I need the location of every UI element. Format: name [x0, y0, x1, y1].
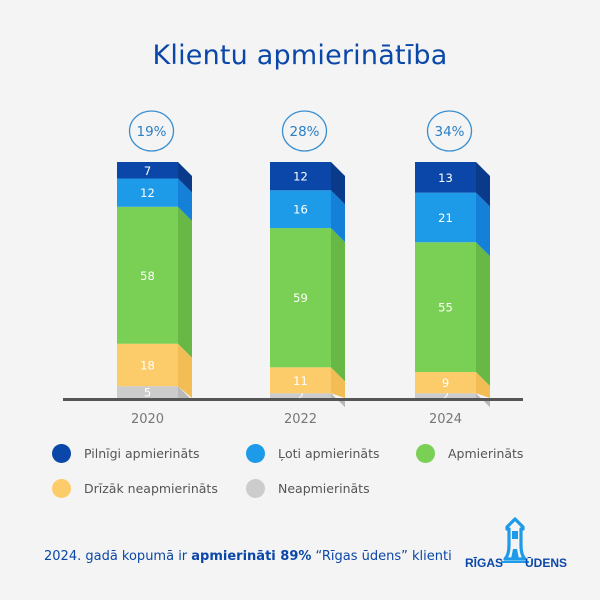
- x-tick-label-2020: 2020: [131, 412, 164, 427]
- bar-segment-pilnigi-2024: [415, 162, 476, 193]
- bar-label-neapmierinats-2024: 2: [442, 389, 449, 403]
- bar-label-neapmierinats-2020: 5: [144, 386, 151, 400]
- bar-segment-loti-2020: [117, 178, 178, 207]
- bar-segment-neapmierinats-2020: [117, 386, 178, 398]
- bar-side-apmierinats-2022: [331, 228, 345, 382]
- total-label-2022: 28%: [289, 124, 319, 140]
- bar-segment-drizak-2022: [270, 367, 331, 394]
- bar-segment-loti-2024: [415, 192, 476, 243]
- bar-label-neapmierinats-2022: 2: [297, 389, 304, 403]
- bar-segment-apmierinats-2020: [117, 206, 178, 344]
- legend-swatch-apmierinats: [416, 444, 435, 463]
- bar-side-loti-2022: [331, 190, 345, 243]
- total-circle-2024: [426, 110, 473, 152]
- bar-segment-pilnigi-2020: [117, 162, 178, 179]
- bar-label-loti-2020: 12: [140, 186, 155, 200]
- bar-segment-drizak-2020: [117, 343, 178, 387]
- x-axis-line: [63, 398, 523, 401]
- total-circle-2022: [281, 110, 328, 152]
- legend-label-neapmierinats: Neapmierināts: [278, 481, 370, 496]
- bar-label-pilnigi-2022: 12: [293, 170, 308, 184]
- legend-swatch-drizak: [52, 479, 71, 498]
- legend-swatch-loti: [246, 444, 265, 463]
- logo-text-right: ŪDENS: [525, 556, 567, 570]
- footer-note: 2024. gadā kopumā ir apmierināti 89% “Rī…: [44, 549, 452, 564]
- stacked-bar-chart: 51858127202019%211591612202228%295521132…: [63, 110, 523, 427]
- bar-segment-loti-2022: [270, 190, 331, 229]
- bar-label-pilnigi-2020: 7: [144, 164, 151, 178]
- bar-segment-neapmierinats-2024: [415, 393, 476, 398]
- bar-label-drizak-2020: 18: [140, 358, 155, 372]
- legend-item-loti: Ļoti apmierināts: [246, 444, 380, 463]
- legend-item-drizak: Drīzāk neapmierināts: [52, 479, 218, 498]
- water-tower-icon: [501, 517, 529, 563]
- bar-side-apmierinats-2024: [476, 242, 490, 387]
- total-label-2024: 34%: [434, 124, 464, 140]
- bar-side-pilnigi-2022: [331, 162, 345, 205]
- bar-segment-neapmierinats-2022: [270, 393, 331, 398]
- chart-title: Klientu apmierinātība: [152, 40, 448, 71]
- bar-side-pilnigi-2024: [476, 162, 490, 207]
- bar-segment-pilnigi-2022: [270, 162, 331, 191]
- legend-label-drizak: Drīzāk neapmierināts: [84, 481, 218, 496]
- bar-label-drizak-2024: 9: [442, 376, 449, 390]
- bar-segment-drizak-2024: [415, 372, 476, 394]
- legend-label-loti: Ļoti apmierināts: [278, 446, 380, 461]
- rigas-udens-logo: RĪGAS ŪDENS: [465, 517, 567, 570]
- bar-side-apmierinats-2020: [178, 206, 192, 358]
- bar-segment-apmierinats-2024: [415, 242, 476, 373]
- bar-side-loti-2024: [476, 192, 490, 257]
- bar-side-drizak-2022: [331, 367, 345, 398]
- legend-item-apmierinats: Apmierināts: [416, 444, 523, 463]
- footer-suffix: “Rīgas ūdens” klienti: [311, 549, 452, 564]
- legend-swatch-pilnigi: [52, 444, 71, 463]
- bar-side-drizak-2024: [476, 372, 490, 398]
- bar-label-loti-2024: 21: [438, 211, 453, 225]
- footer-bold: apmierināti 89%: [191, 549, 312, 564]
- bar-segment-apmierinats-2022: [270, 228, 331, 368]
- logo-text-left: RĪGAS: [465, 556, 503, 570]
- bar-label-drizak-2022: 11: [293, 374, 308, 388]
- footer-prefix: 2024. gadā kopumā ir: [44, 549, 192, 564]
- legend-item-neapmierinats: Neapmierināts: [246, 479, 370, 498]
- legend-label-apmierinats: Apmierināts: [448, 446, 524, 461]
- x-tick-label-2024: 2024: [429, 412, 462, 427]
- bar-side-pilnigi-2020: [178, 162, 192, 193]
- bar-label-apmierinats-2020: 58: [140, 269, 155, 283]
- legend-label-pilnigi: Pilnīgi apmierināts: [84, 446, 200, 461]
- legend-item-pilnigi: Pilnīgi apmierināts: [52, 444, 200, 463]
- bar-side-drizak-2020: [178, 343, 192, 398]
- legend-swatch-neapmierinats: [246, 479, 265, 498]
- total-circle-2020: [128, 110, 175, 152]
- bar-label-pilnigi-2024: 13: [438, 171, 453, 185]
- x-tick-label-2022: 2022: [284, 412, 317, 427]
- bar-label-apmierinats-2022: 59: [293, 291, 308, 305]
- bar-side-neapmierinats-2020: [178, 386, 192, 401]
- bar-label-apmierinats-2024: 55: [438, 301, 453, 315]
- bar-label-loti-2022: 16: [293, 203, 308, 217]
- bar-side-loti-2020: [178, 178, 192, 221]
- total-label-2020: 19%: [136, 124, 166, 140]
